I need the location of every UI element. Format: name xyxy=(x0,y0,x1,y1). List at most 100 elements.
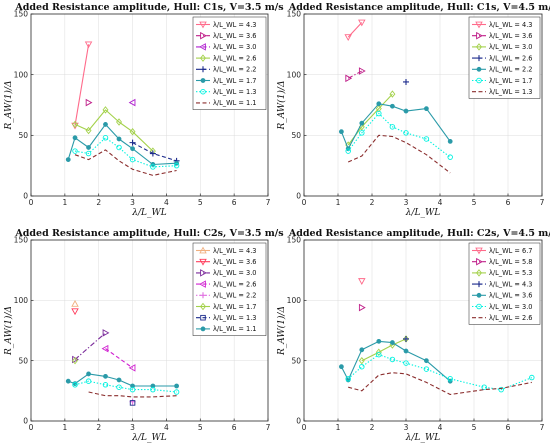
data-point xyxy=(102,135,109,141)
x-tick-label: 6 xyxy=(232,198,237,207)
legend-label: λ/L_WL = 5.8 xyxy=(489,258,533,266)
series-8 xyxy=(65,371,179,389)
x-tick-label: 0 xyxy=(29,423,34,432)
data-point xyxy=(130,383,135,389)
axes-frame xyxy=(30,13,269,197)
data-point xyxy=(86,371,91,377)
x-tick-label: 2 xyxy=(96,198,101,207)
x-tick-label: 7 xyxy=(266,198,271,207)
chart-title: Added Resistance amplitude, Hull: C1s, V… xyxy=(14,2,283,13)
data-point xyxy=(116,384,122,390)
x-axis-label: λ/L_WL xyxy=(131,208,166,218)
data-point xyxy=(116,118,123,126)
data-point xyxy=(65,157,71,162)
series-2 xyxy=(358,303,366,312)
legend-label: λ/L_WL = 5.3 xyxy=(489,269,533,277)
series-line xyxy=(74,149,177,176)
data-point xyxy=(345,148,351,154)
data-point xyxy=(403,78,409,85)
data-point xyxy=(150,164,156,170)
legend-label: λ/L_WL = 1.1 xyxy=(213,99,257,107)
series-2 xyxy=(85,98,93,107)
data-point xyxy=(358,19,366,27)
series-7 xyxy=(72,135,180,170)
y-tick-label: 100 xyxy=(14,70,29,79)
legend-marker xyxy=(199,280,206,288)
data-point xyxy=(116,136,122,142)
y-tick-label: 50 xyxy=(291,356,301,365)
y-tick-label: 0 xyxy=(23,417,28,426)
data-point xyxy=(65,378,71,384)
series-line xyxy=(67,123,177,166)
chart-title: Added Resistance amplitude, Hull: C2s, V… xyxy=(288,228,550,239)
legend-label: λ/L_WL = 1.7 xyxy=(213,303,257,311)
legend-label: λ/L_WL = 1.7 xyxy=(213,77,257,85)
data-point xyxy=(174,383,179,389)
data-point xyxy=(389,356,396,363)
x-tick-label: 5 xyxy=(472,423,477,432)
legend-marker xyxy=(476,281,482,288)
y-tick-label: 50 xyxy=(18,356,28,365)
series-line xyxy=(361,338,407,362)
x-tick-label: 4 xyxy=(438,423,443,432)
data-point xyxy=(389,340,395,345)
legend-marker xyxy=(200,78,206,83)
x-tick-label: 0 xyxy=(29,198,34,207)
legend-marker xyxy=(200,326,206,332)
x-tick-label: 3 xyxy=(130,423,135,432)
x-tick-label: 3 xyxy=(130,198,135,207)
x-tick-label: 5 xyxy=(472,198,477,207)
legend-box xyxy=(192,16,267,110)
series-2 xyxy=(71,308,79,316)
y-tick-label: 100 xyxy=(14,296,29,305)
x-tick-label: 5 xyxy=(198,198,203,207)
series-line xyxy=(74,44,90,126)
data-point xyxy=(403,360,409,366)
data-point xyxy=(345,74,353,83)
data-point xyxy=(338,129,344,135)
data-point xyxy=(376,338,382,344)
x-tick-label: 1 xyxy=(62,423,67,432)
series-10 xyxy=(88,391,177,398)
x-tick-label: 1 xyxy=(62,198,67,207)
series-line xyxy=(68,373,177,387)
axes-frame xyxy=(303,239,543,422)
x-tick-label: 1 xyxy=(336,198,341,207)
data-point xyxy=(85,378,92,384)
data-point xyxy=(481,384,487,390)
legend-label: λ/L_WL = 3.0 xyxy=(213,269,257,277)
x-tick-label: 2 xyxy=(96,423,101,432)
legend-marker xyxy=(476,303,482,310)
data-point xyxy=(389,124,396,130)
data-point xyxy=(150,386,156,393)
x-axis-label: λ/L_WL xyxy=(405,433,440,443)
data-point xyxy=(403,348,409,354)
series-line xyxy=(340,340,451,382)
legend-label: λ/L_WL = 2.2 xyxy=(213,66,257,74)
data-point xyxy=(447,376,453,382)
legend-label: λ/L_WL = 3.6 xyxy=(213,32,257,40)
legend-marker xyxy=(199,258,207,266)
series-line xyxy=(74,380,177,393)
legend-marker xyxy=(199,43,206,51)
data-point xyxy=(85,126,92,135)
axes-frame xyxy=(303,13,543,197)
y-axis-label: R_AW(1)/Δ xyxy=(3,306,14,356)
x-tick-label: 4 xyxy=(164,423,169,432)
legend: λ/L_WL = 4.3 λ/L_WL = 3.6 λ/L_WL = 3.0 λ/L_… xyxy=(468,16,541,99)
data-point xyxy=(447,154,453,160)
legend-label: λ/L_WL = 6.7 xyxy=(489,247,533,255)
data-point xyxy=(72,135,78,141)
x-tick-label: 3 xyxy=(404,423,409,432)
series-3 xyxy=(358,335,409,365)
data-point xyxy=(102,106,109,114)
y-tick-label: 100 xyxy=(287,296,302,305)
series-9 xyxy=(72,378,180,395)
series-line xyxy=(88,391,177,398)
x-tick-label: 0 xyxy=(302,423,307,432)
x-tick-label: 6 xyxy=(506,423,511,432)
y-tick-label: 150 xyxy=(287,236,302,245)
